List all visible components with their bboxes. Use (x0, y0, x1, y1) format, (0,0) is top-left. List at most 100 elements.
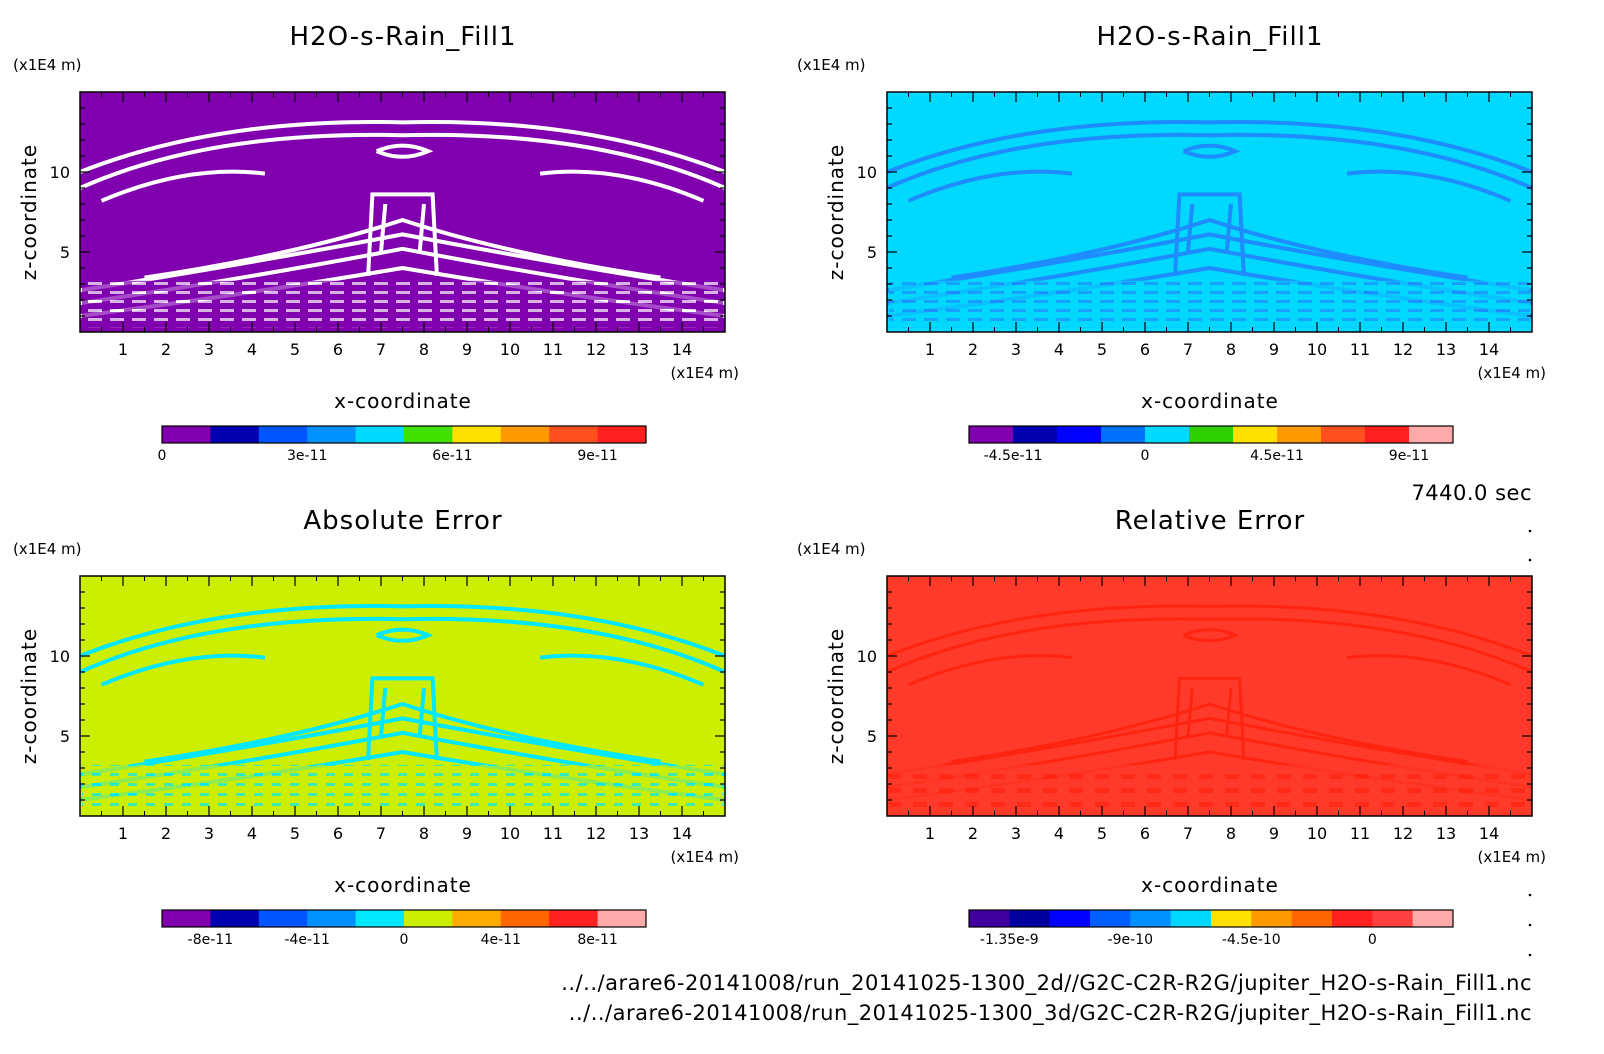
contour-band (907, 169, 1073, 203)
x-tick-label: 10 (500, 824, 520, 843)
panel-h2o-3d: H2O-s-Rain_Fill1 (x1E4 m) 1 2 3 4 5 6 7 8 9 10 11 1… (797, 22, 1546, 464)
x-tick-label: 13 (1436, 340, 1456, 359)
x-tick-label: 13 (1436, 824, 1456, 843)
colorbar-label: -8e-11 (188, 932, 233, 948)
colorbar: -8e-11 -4e-11 0 4e-11 8e-11 (161, 909, 647, 948)
x-tick-label: 14 (672, 340, 692, 359)
contour-band (79, 120, 726, 174)
x-tick-label: 5 (290, 340, 300, 359)
texture-region (889, 764, 1530, 812)
x-tick-label: 14 (672, 824, 692, 843)
x-tick-label: 2 (161, 340, 171, 359)
y-tick-label: 5 (867, 243, 877, 262)
x-tick-label: 4 (247, 340, 257, 359)
x-tick-label: 7 (376, 824, 386, 843)
colorbar-label: -4.5e-11 (984, 448, 1043, 464)
timestamp: 7440.0 sec (1411, 481, 1532, 505)
x-tick-label: 6 (1140, 340, 1150, 359)
colorbar-frame (161, 909, 647, 928)
contour-band (79, 616, 726, 674)
colorbar-frame (968, 425, 1454, 444)
contour-band (886, 120, 1533, 174)
colorbar-swatch (210, 426, 260, 443)
x-tick-label: 11 (543, 824, 563, 843)
x-tick-label: 11 (1350, 340, 1370, 359)
colorbar-label: 8e-11 (577, 932, 617, 948)
x-tick-label: 1 (925, 824, 935, 843)
colorbar-label: 9e-11 (577, 448, 617, 464)
contour-band (79, 716, 726, 777)
x-tick-label: 9 (1269, 340, 1279, 359)
colorbar-swatch (1057, 426, 1102, 443)
x-tick-label: 5 (1097, 824, 1107, 843)
y-axis-label: z-coordinate (17, 628, 41, 764)
colorbar-label: 3e-11 (287, 448, 327, 464)
x-tick-label: 2 (968, 340, 978, 359)
x-tick-label: 2 (161, 824, 171, 843)
x-tick-label: 1 (118, 340, 128, 359)
x-tick-label: 6 (1140, 824, 1150, 843)
colorbar-swatch (452, 426, 502, 443)
colorbar-swatch (1009, 910, 1051, 927)
y-unit-label: (x1E4 m) (797, 540, 866, 558)
x-tick-label: 14 (1479, 340, 1499, 359)
colorbar-swatch (258, 426, 308, 443)
x-tick-label: 10 (500, 340, 520, 359)
colorbar-label: 4.5e-11 (1250, 448, 1304, 464)
colorbar-swatch (597, 910, 647, 927)
panel-title: Absolute Error (303, 506, 502, 536)
colorbar-swatch (1013, 426, 1058, 443)
heatmap-field (886, 92, 1533, 332)
x-tick-label: 8 (1226, 340, 1236, 359)
y-unit-label: (x1E4 m) (13, 56, 82, 74)
colorbar-swatch (1211, 910, 1252, 927)
y-axis-label: z-coordinate (17, 144, 41, 280)
colorbar-label: -4e-11 (284, 932, 329, 948)
x-axis-label: x-coordinate (334, 389, 472, 413)
contour-band (907, 654, 1073, 687)
contour-band (1173, 192, 1246, 277)
texture-region (889, 280, 1530, 328)
contour-band (886, 232, 1533, 293)
contour-band (375, 627, 434, 643)
x-unit-label: (x1E4 m) (1477, 364, 1546, 382)
colorbar-swatch (258, 910, 308, 927)
contour-band (886, 716, 1533, 776)
panel-title: Relative Error (1115, 506, 1306, 536)
contour-band (1346, 169, 1512, 203)
x-tick-label: 9 (462, 340, 472, 359)
x-tick-label: 10 (1307, 824, 1327, 843)
x-tick-label: 10 (1307, 340, 1327, 359)
heatmap-field (79, 92, 726, 332)
colorbar-swatch (1145, 426, 1190, 443)
x-tick-label: 14 (1479, 824, 1499, 843)
contour-band (1186, 687, 1233, 737)
colorbar-label: 6e-11 (432, 448, 472, 464)
x-tick-label: 12 (586, 340, 606, 359)
colorbar-label: -4.5e-10 (1222, 932, 1281, 948)
x-unit-label: (x1E4 m) (670, 848, 739, 866)
x-tick-label: 7 (376, 340, 386, 359)
y-unit-label: (x1E4 m) (13, 540, 82, 558)
colorbar-swatch (452, 910, 502, 927)
y-tick-label: 10 (857, 163, 877, 182)
colorbar-label: 9e-11 (1389, 448, 1429, 464)
colorbar-swatch (355, 910, 405, 927)
x-tick-label: 7 (1183, 340, 1193, 359)
colorbar-swatch (597, 426, 647, 443)
x-tick-label: 5 (290, 824, 300, 843)
contour-band (1346, 654, 1512, 687)
colorbar-swatch (1251, 910, 1293, 927)
colorbar-swatch (1291, 910, 1333, 927)
y-tick-label: 5 (867, 727, 877, 746)
contour-band (379, 687, 426, 737)
panel-h2o-2d: H2O-s-Rain_Fill1 (x1E4 m) 1 2 3 4 5 6 7 8 9 10 11 1… (13, 22, 739, 464)
texture-region (82, 280, 723, 328)
colorbar-swatch (549, 910, 599, 927)
y-tick-label: 10 (50, 163, 70, 182)
texture-region (82, 764, 723, 812)
colorbar-swatch (1277, 426, 1322, 443)
panel-title: H2O-s-Rain_Fill1 (290, 22, 517, 52)
